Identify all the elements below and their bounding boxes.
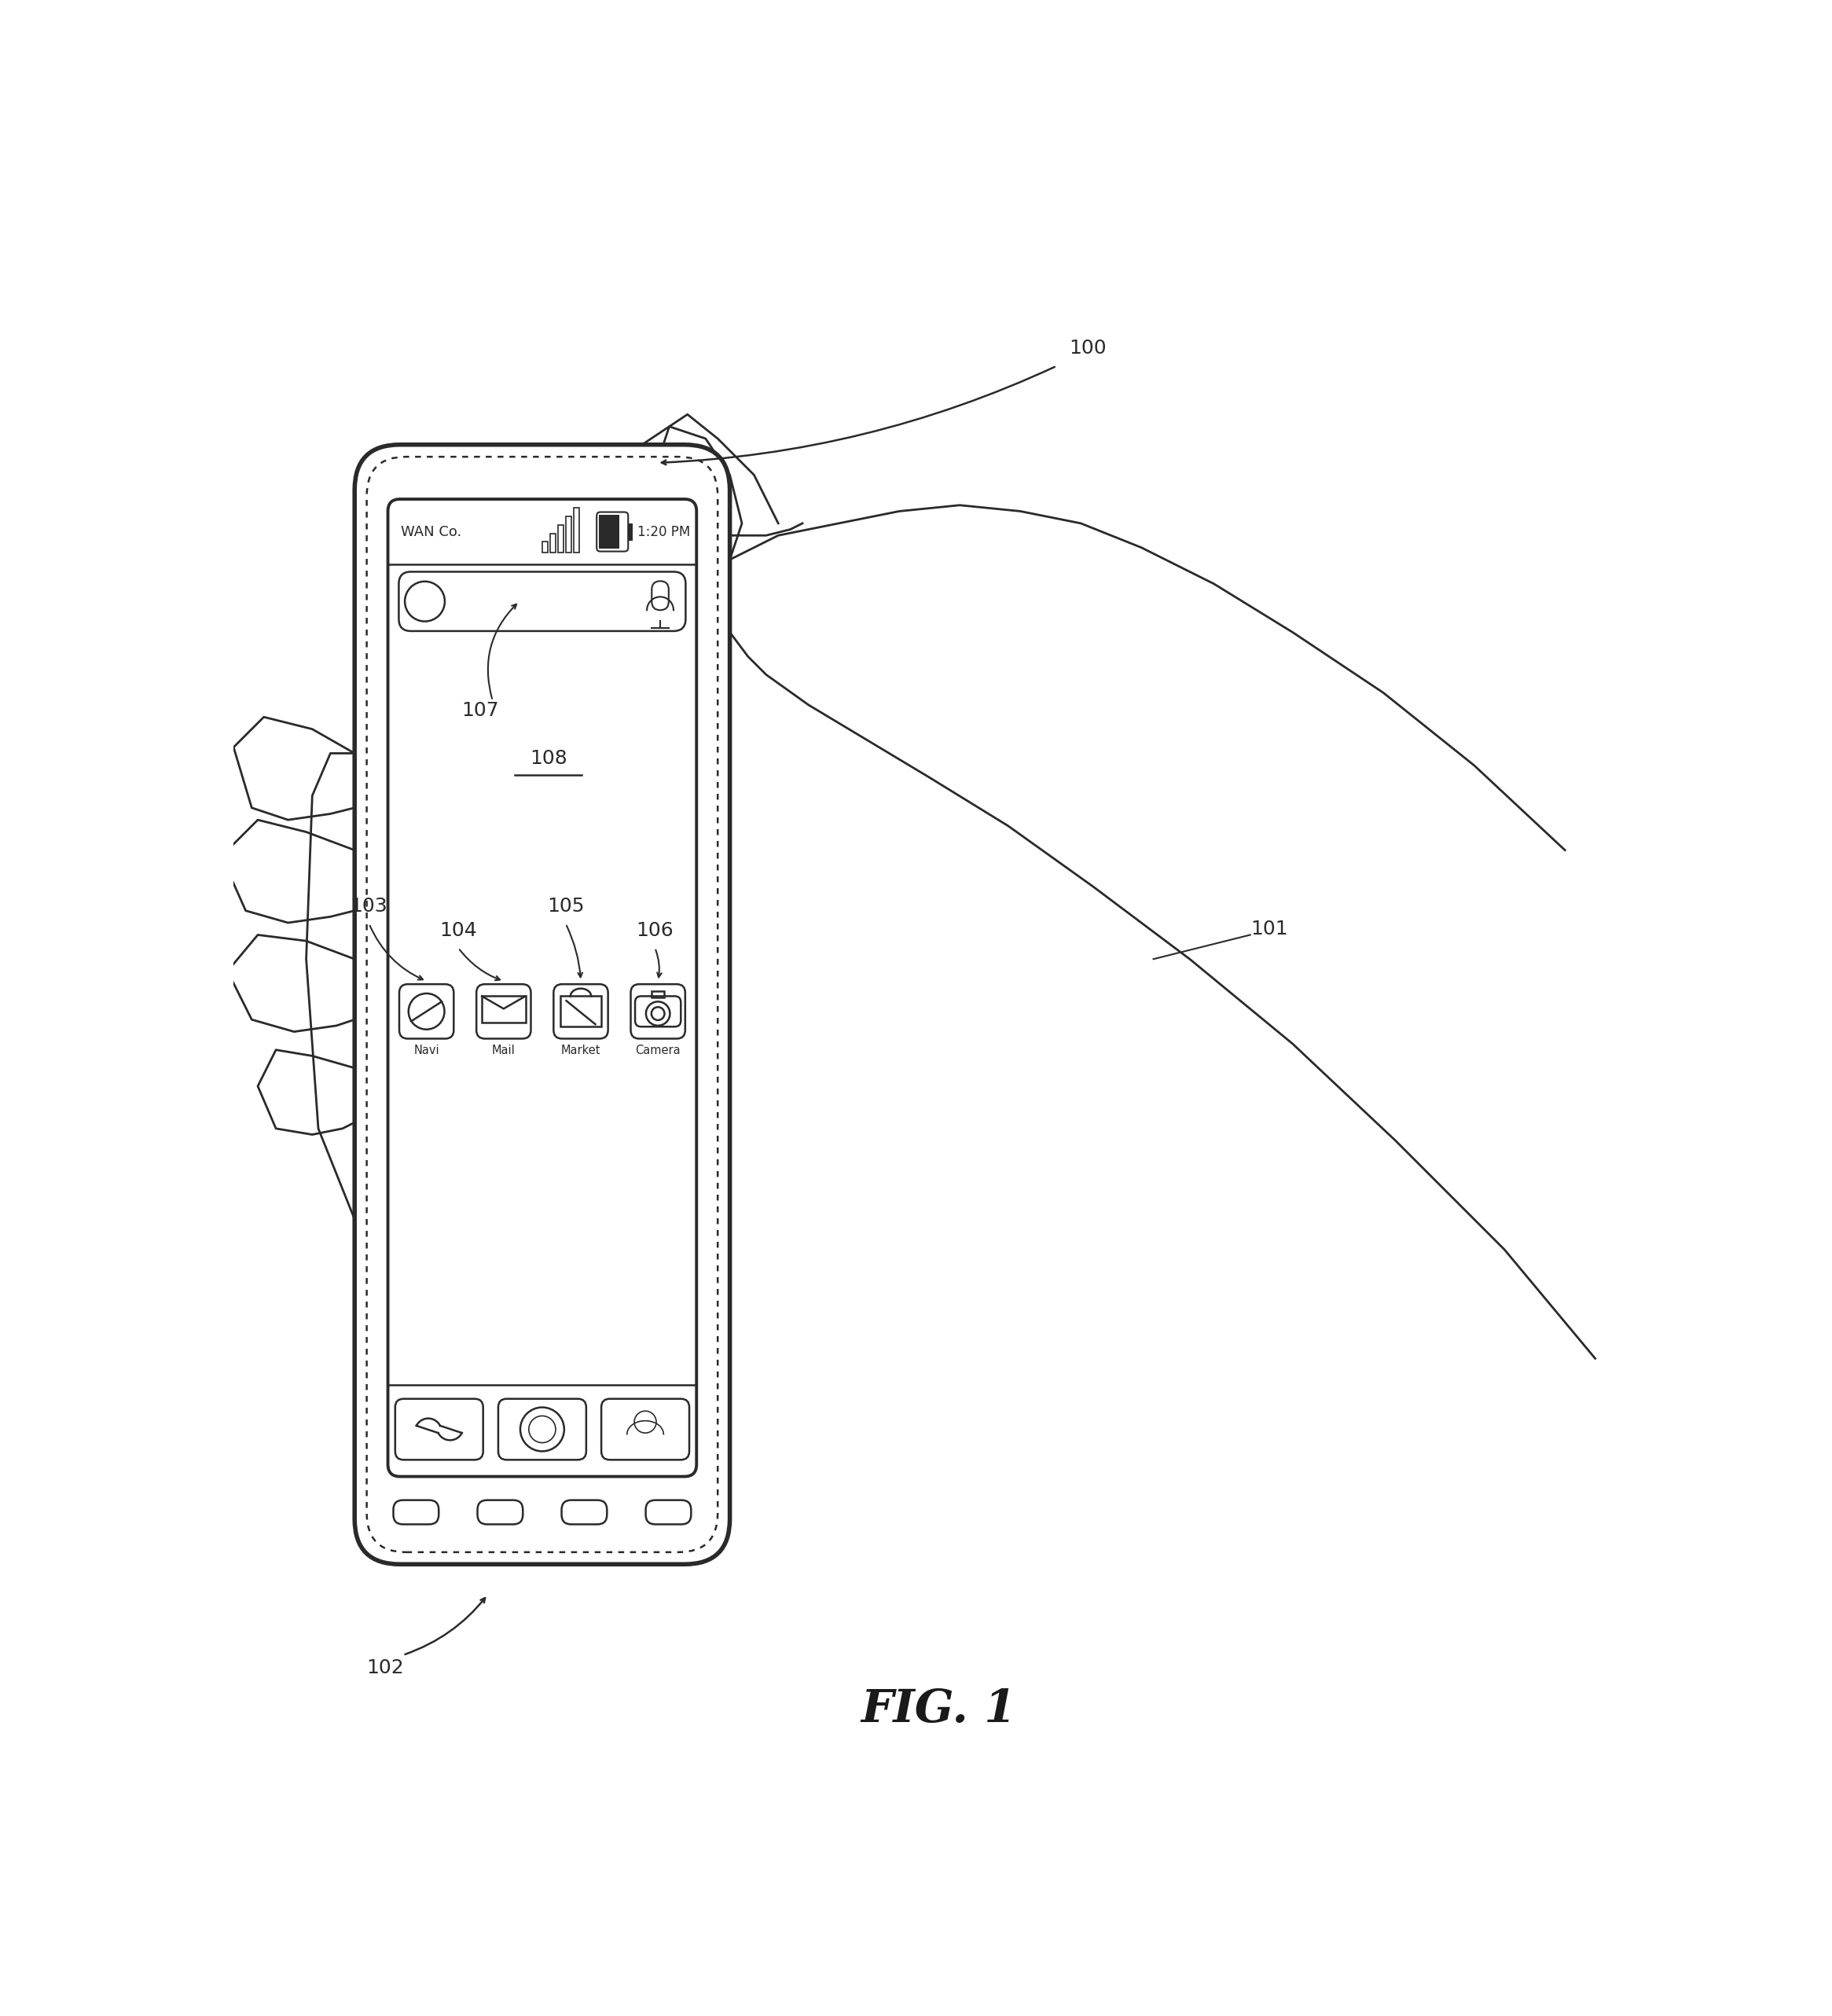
- Text: 105: 105: [548, 897, 584, 915]
- FancyBboxPatch shape: [355, 446, 729, 1564]
- Bar: [550, 534, 555, 552]
- Text: 108: 108: [529, 750, 568, 768]
- Bar: [559, 524, 564, 552]
- Text: 106: 106: [636, 921, 674, 939]
- Bar: [599, 516, 619, 548]
- Bar: [542, 542, 548, 552]
- Text: WAN Co.: WAN Co.: [401, 524, 462, 538]
- Bar: [566, 516, 572, 552]
- Text: 1:20 PM: 1:20 PM: [638, 524, 691, 538]
- Text: 104: 104: [440, 921, 476, 939]
- FancyBboxPatch shape: [388, 500, 696, 1476]
- Text: Market: Market: [561, 1044, 601, 1056]
- Text: 101: 101: [1249, 919, 1288, 939]
- Text: 103: 103: [350, 897, 388, 915]
- Text: 100: 100: [1068, 339, 1107, 357]
- Bar: [628, 522, 632, 540]
- Bar: [573, 508, 579, 552]
- Bar: [482, 996, 526, 1022]
- Bar: [561, 996, 601, 1026]
- Text: 102: 102: [366, 1659, 405, 1677]
- Text: Navi: Navi: [414, 1044, 440, 1056]
- Bar: [652, 990, 665, 998]
- Text: Camera: Camera: [636, 1044, 682, 1056]
- Text: 107: 107: [462, 702, 498, 720]
- Text: Mail: Mail: [493, 1044, 515, 1056]
- Text: FIG. 1: FIG. 1: [861, 1687, 1017, 1732]
